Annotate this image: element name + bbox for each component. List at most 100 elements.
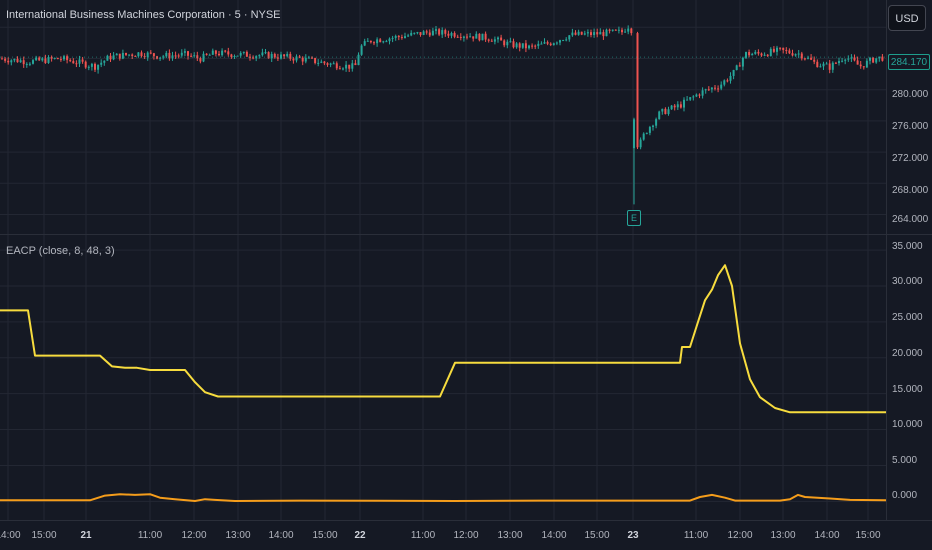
chart-canvas[interactable] [0, 0, 886, 520]
candle-body [373, 42, 375, 44]
candle-body [673, 105, 676, 108]
price-axis-label: 264.000 [892, 214, 929, 225]
candle-body [546, 42, 549, 44]
candle-body [450, 33, 453, 36]
candle-body [97, 64, 100, 70]
candle-body [481, 33, 484, 41]
candle-body [22, 60, 25, 65]
candle-body [388, 38, 391, 42]
symbol-title[interactable]: International Business Machines Corporat… [6, 9, 281, 21]
candle-body [239, 52, 242, 56]
candle-body [16, 58, 19, 63]
candle-body [53, 57, 56, 59]
candle-body [503, 40, 506, 46]
candle-body [35, 57, 38, 61]
candle-body [360, 45, 363, 55]
candle-body [695, 94, 698, 97]
candle-body [394, 36, 397, 38]
candle-body [447, 33, 450, 36]
candle-body [137, 52, 140, 57]
candle-body [56, 57, 59, 60]
candle-body [190, 55, 193, 57]
candle-body [379, 39, 382, 43]
candle-body [487, 39, 490, 41]
candle-body [605, 29, 608, 37]
candle-body [438, 29, 441, 35]
candle-body [425, 31, 428, 33]
earnings-marker[interactable]: E [627, 210, 641, 226]
candle-body [720, 84, 723, 89]
candle-body [521, 43, 524, 48]
candle-body [701, 90, 704, 96]
pane-divider[interactable] [0, 234, 932, 235]
candle-body [177, 55, 180, 57]
candle-body [512, 41, 515, 48]
candle-body [484, 33, 487, 40]
candle-body [574, 32, 577, 35]
candle-body [397, 36, 400, 38]
candle-body [416, 32, 419, 34]
candle-body [307, 57, 310, 59]
last-price-tag: 284.170 [888, 54, 930, 70]
candle-body [125, 52, 127, 55]
candle-body [741, 57, 744, 67]
candle-body [118, 53, 121, 59]
candle-body [264, 52, 267, 54]
candle-body [509, 41, 512, 43]
candle-body [357, 54, 360, 66]
candle-body [25, 63, 28, 65]
candle-body [218, 53, 220, 56]
candle-body [562, 40, 565, 42]
candle-body [453, 33, 456, 37]
indicator-legend[interactable]: EACP (close, 8, 48, 3) [6, 245, 115, 257]
candle-body [611, 29, 614, 31]
indicator-axis-label: 0.000 [892, 490, 918, 501]
candle-body [292, 58, 295, 61]
candle-body [369, 40, 372, 43]
candle-body [608, 29, 611, 31]
candle-body [800, 53, 803, 59]
time-axis-label: 15:00 [312, 530, 338, 541]
candle-body [32, 60, 34, 64]
candle-body [183, 51, 186, 53]
candle-body [462, 36, 465, 38]
candle-body [13, 58, 16, 61]
candle-body [342, 68, 344, 70]
candle-body [459, 37, 462, 39]
candle-body [180, 52, 183, 56]
candle-body [869, 57, 871, 61]
candle-body [856, 60, 859, 65]
candle-body [729, 75, 732, 81]
candle-body [224, 50, 227, 52]
candle-body [698, 94, 701, 96]
candle-body [249, 56, 251, 58]
candle-body [75, 63, 78, 65]
indicator-axis-label: 35.000 [892, 241, 923, 252]
candle-body [196, 55, 199, 59]
candle-body [233, 56, 236, 58]
candle-body [159, 57, 162, 59]
candle-body [252, 57, 255, 59]
candle-body [456, 36, 459, 38]
candle-body [676, 104, 679, 108]
candle-body [819, 66, 822, 68]
candle-body [335, 63, 338, 69]
candle-body [614, 29, 617, 31]
candle-body [683, 99, 685, 108]
currency-button[interactable]: USD [888, 5, 926, 31]
candle-body [543, 42, 546, 44]
candle-body [617, 29, 620, 31]
time-axis-border [0, 520, 932, 521]
candle-body [149, 52, 152, 54]
candle-body [270, 53, 273, 59]
candle-body [627, 28, 630, 32]
candle-body [227, 51, 230, 55]
candle-body [72, 61, 75, 64]
time-axis-label: 11:00 [137, 530, 163, 541]
candle-body [565, 39, 568, 41]
candle-body [710, 87, 713, 90]
candle-body [400, 37, 403, 39]
candle-body [664, 108, 667, 115]
candle-body [763, 54, 766, 56]
indicator-axis-label: 20.000 [892, 348, 923, 359]
